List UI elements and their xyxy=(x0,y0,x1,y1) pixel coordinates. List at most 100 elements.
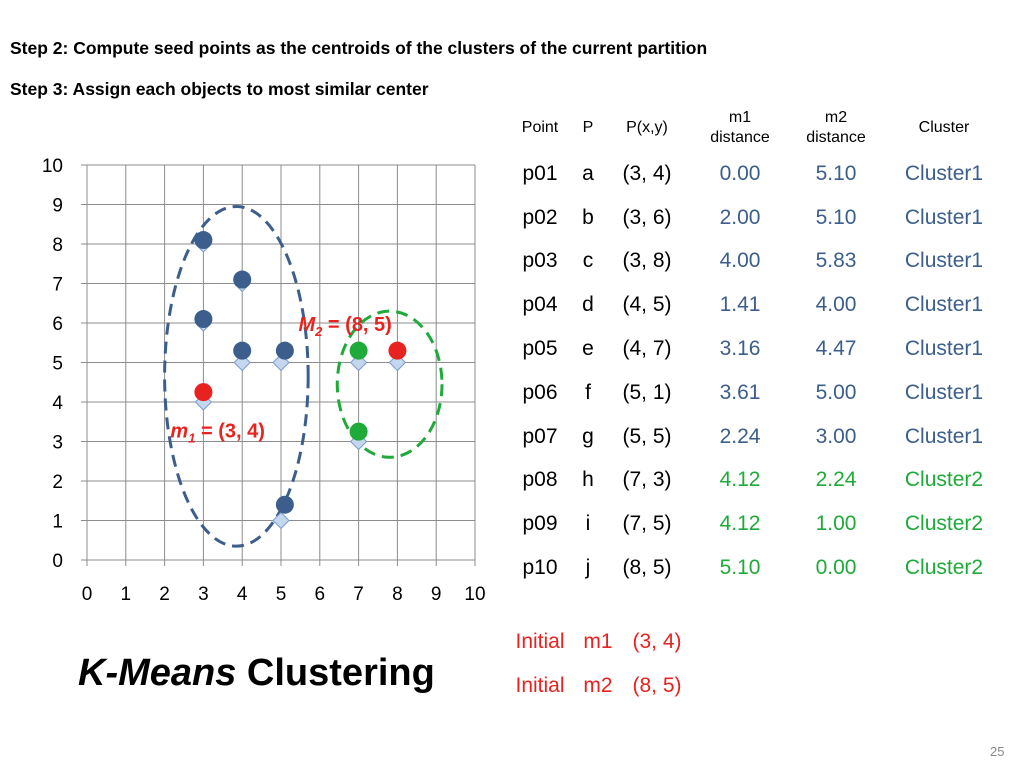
table-row: p08 h (7, 3) 4.12 2.24 Cluster2 xyxy=(506,459,1004,503)
y-tick-label: 3 xyxy=(52,433,63,454)
cell-cluster: Cluster2 xyxy=(904,556,984,580)
cell-m2: 5.10 xyxy=(815,205,857,229)
y-tick-label: 1 xyxy=(52,512,63,533)
table-row: p04 d (4, 5) 1.41 4.00 Cluster1 xyxy=(506,283,1004,327)
scatter-chart: 0 1 2 3 4 5 6 7 8 9 10 0 1 2 3 4 5 6 7 8 9 10 m1 = (3, 4) M2 = … xyxy=(42,156,486,605)
cell-m2: 5.00 xyxy=(815,380,857,404)
cell-point: p05 xyxy=(522,337,558,361)
table-header-row: Point P P(x,y) m1 distance m2 distance Clu… xyxy=(506,104,1004,152)
header-cluster: Cluster xyxy=(918,119,970,136)
cell-xy: (3, 8) xyxy=(622,249,672,273)
cluster-ellipse-2 xyxy=(335,309,444,459)
x-tick-label: 8 xyxy=(392,584,403,605)
cell-p: j xyxy=(585,556,591,580)
cell-point: p06 xyxy=(522,380,558,404)
data-point-circle xyxy=(349,422,368,441)
cell-p: a xyxy=(582,161,594,185)
data-point-circle xyxy=(349,341,368,360)
cell-cluster: Cluster1 xyxy=(904,337,984,361)
initial-centroid-xy: (8, 5) xyxy=(632,674,682,697)
cell-cluster: Cluster1 xyxy=(904,205,984,229)
cell-m2: 5.83 xyxy=(815,249,857,273)
table-row: p03 c (3, 8) 4.00 5.83 Cluster1 xyxy=(506,240,1004,284)
header-m1-distance: m1 distance xyxy=(692,104,788,152)
cell-p: e xyxy=(582,337,594,361)
cell-m2: 1.00 xyxy=(815,512,857,536)
cell-m1: 3.16 xyxy=(719,337,761,361)
x-tick-label: 2 xyxy=(159,584,170,605)
centroid-label-m2: M2 = (8, 5) xyxy=(298,314,391,339)
x-tick-label: 0 xyxy=(82,584,93,605)
y-tick-label: 2 xyxy=(52,472,63,493)
cell-m1: 2.24 xyxy=(719,424,761,448)
data-point-circle xyxy=(194,383,213,402)
cell-p: d xyxy=(582,293,594,317)
header-m2-label: m2 distance xyxy=(806,109,866,146)
step-2-text: Step 2: Compute seed points as the centr… xyxy=(10,38,708,58)
y-tick-label: 6 xyxy=(52,314,63,335)
data-point-circle xyxy=(388,341,407,360)
initial-centroid-name: m1 xyxy=(583,630,613,653)
data-point-circle xyxy=(275,495,294,514)
x-tick-label: 4 xyxy=(237,584,248,605)
cell-cluster: Cluster1 xyxy=(904,380,984,404)
cell-point: p03 xyxy=(522,249,558,273)
data-point-diamond xyxy=(272,511,290,530)
cell-p: h xyxy=(582,468,594,492)
y-tick-label: 0 xyxy=(52,551,63,572)
x-tick-label: 1 xyxy=(121,584,132,605)
initial-centroid-name: m2 xyxy=(583,674,613,697)
y-tick-label: 5 xyxy=(52,354,63,375)
cell-cluster: Cluster2 xyxy=(904,468,984,492)
y-tick-label: 7 xyxy=(52,275,63,296)
x-tick-label: 10 xyxy=(464,584,485,605)
cell-m1: 1.41 xyxy=(719,293,761,317)
cell-cluster: Cluster1 xyxy=(904,293,984,317)
cell-cluster: Cluster1 xyxy=(904,161,984,185)
cell-xy: (7, 5) xyxy=(622,512,672,536)
initial-m1-row: Initial m1 (3, 4) xyxy=(506,620,692,664)
data-point-circle xyxy=(233,270,252,289)
cell-m1: 3.61 xyxy=(719,380,761,404)
table-row: p05 e (4, 7) 3.16 4.47 Cluster1 xyxy=(506,327,1004,371)
cell-xy: (3, 6) xyxy=(622,205,672,229)
distance-table: Point P P(x,y) m1 distance m2 distance Clu… xyxy=(506,104,1004,590)
title-italic: K-Means xyxy=(78,652,237,694)
x-tick-label: 9 xyxy=(431,584,442,605)
cell-p: c xyxy=(582,249,594,273)
cell-point: p08 xyxy=(522,468,558,492)
slide-title: K-Means Clustering xyxy=(78,652,435,695)
cell-m2: 5.10 xyxy=(815,161,857,185)
cell-m2: 3.00 xyxy=(815,424,857,448)
cell-p: g xyxy=(582,424,594,448)
header-m1-label: m1 distance xyxy=(710,109,770,146)
cell-point: p09 xyxy=(522,512,558,536)
data-point-circle xyxy=(194,310,213,329)
x-tick-label: 3 xyxy=(198,584,209,605)
cell-m1: 4.12 xyxy=(719,512,761,536)
cell-m2: 2.24 xyxy=(815,468,857,492)
cell-xy: (5, 1) xyxy=(622,380,672,404)
x-tick-label: 6 xyxy=(315,584,326,605)
data-point-circle xyxy=(275,341,294,360)
data-point-circle xyxy=(233,341,252,360)
cell-m2: 0.00 xyxy=(815,556,857,580)
cell-m1: 4.00 xyxy=(719,249,761,273)
x-tick-label: 7 xyxy=(353,584,364,605)
cell-point: p10 xyxy=(522,556,558,580)
cell-m1: 2.00 xyxy=(719,205,761,229)
cell-xy: (8, 5) xyxy=(622,556,672,580)
cell-p: f xyxy=(585,380,591,404)
cell-p: b xyxy=(582,205,594,229)
cell-point: p07 xyxy=(522,424,558,448)
header-pxy: P(x,y) xyxy=(626,119,668,136)
header-point: Point xyxy=(521,119,559,136)
cell-cluster: Cluster2 xyxy=(904,512,984,536)
initial-centroid-xy: (3, 4) xyxy=(632,630,682,653)
cell-m2: 4.47 xyxy=(815,337,857,361)
cell-xy: (4, 5) xyxy=(622,293,672,317)
header-m2-distance: m2 distance xyxy=(788,104,884,152)
title-rest: Clustering xyxy=(236,652,435,694)
table-row: p07 g (5, 5) 2.24 3.00 Cluster1 xyxy=(506,415,1004,459)
cell-cluster: Cluster1 xyxy=(904,249,984,273)
